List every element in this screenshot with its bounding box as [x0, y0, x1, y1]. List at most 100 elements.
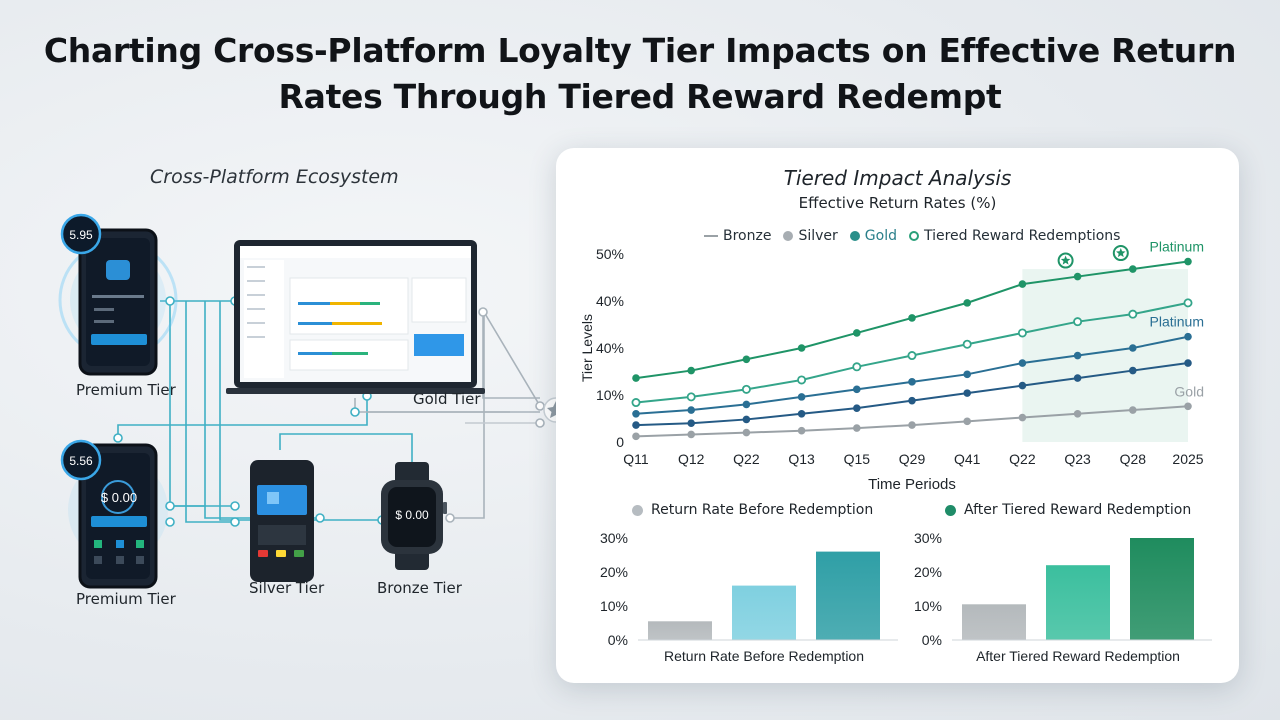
badge-phone-top: 5.95 [60, 213, 102, 255]
phone-balance: $ 0.00 [101, 490, 137, 505]
line-chart-title: Tiered Impact Analysis [783, 166, 1012, 190]
data-point [962, 339, 972, 349]
data-point [632, 374, 640, 382]
data-point [853, 424, 861, 432]
tier-label-premium-top: Premium Tier [76, 381, 176, 399]
data-point [687, 419, 695, 427]
ecosystem-text: 5.95 5.56 $ 0.00 $ 0.00 [60, 213, 429, 522]
bar [732, 585, 796, 640]
legend-marker [632, 504, 643, 516]
data-point [797, 410, 806, 418]
laptop-icon [226, 240, 485, 394]
x-tick-label: Q22 [1009, 451, 1036, 467]
legend-label: Bronze [723, 228, 772, 244]
bar [816, 551, 880, 640]
x-axis-label: After Tiered Reward Redemption [976, 648, 1180, 664]
x-tick-label: Q29 [899, 451, 926, 467]
x-axis-label: Time Periods [868, 476, 956, 493]
data-point [1129, 344, 1137, 352]
y-tick-label: 10% [914, 598, 942, 614]
data-point [853, 329, 861, 337]
bar-chart-after: 0% 10% 20% 30% After Tiered Reward Redemptio… [914, 530, 1212, 664]
bar-chart-before: 0% 10% 20% 30% Return Rate Before Redemption [600, 530, 898, 664]
data-point [797, 344, 806, 352]
legend-label: Gold [864, 228, 897, 244]
data-point [687, 430, 695, 439]
legend-label: Tiered Reward Redemptions [923, 228, 1121, 244]
x-tick-label: Q28 [1120, 451, 1147, 467]
y-tick-label: 0% [922, 632, 942, 648]
star-marker [1112, 245, 1129, 262]
tier-label-gold: Gold Tier [413, 390, 481, 408]
highlight-region [1022, 269, 1188, 442]
series-annotation: Platinum [1150, 239, 1204, 255]
legend-item-silver: Silver [783, 228, 838, 244]
ecosystem-diagram [58, 228, 560, 589]
bar [648, 621, 712, 640]
data-point [686, 392, 696, 402]
legend-label: Silver [798, 228, 838, 244]
smartphone-icon [68, 443, 168, 589]
data-point [632, 421, 640, 429]
badge-value: 5.95 [69, 228, 93, 242]
series-annotation: Platinum [1150, 314, 1204, 330]
legend-label: After Tiered Reward Redemption [964, 502, 1192, 518]
data-point [742, 415, 751, 424]
data-point [907, 351, 917, 361]
data-point [1018, 359, 1027, 367]
legend-marker [945, 504, 956, 516]
x-tick-label: Q13 [788, 451, 815, 467]
y-tick-label: 20% [914, 564, 942, 580]
tier-label-premium-bottom: Premium Tier [76, 590, 176, 608]
legend-label: Return Rate Before Redemption [651, 502, 874, 518]
tier-label-silver: Silver Tier [249, 579, 325, 597]
data-point [742, 400, 751, 409]
y-tick-label: 20% [600, 564, 628, 580]
data-point [1073, 410, 1082, 418]
y-tick-label: 30% [914, 530, 942, 546]
badge-phone-bottom: 5.56 [60, 439, 102, 481]
y-tick-label: 0 [616, 434, 624, 450]
data-point [687, 406, 695, 414]
data-point [963, 389, 971, 397]
data-point [908, 421, 916, 429]
legend-marker [908, 231, 919, 241]
series-annotation: Gold [1174, 383, 1204, 399]
y-axis-label: Tier Levels [579, 314, 595, 382]
star-icon [1060, 255, 1071, 265]
smartphone-icon [58, 228, 178, 376]
data-point [908, 314, 916, 322]
ecosystem-label: Cross-Platform Ecosystem [150, 166, 399, 188]
pos-terminal-icon [250, 460, 314, 582]
page-title: Charting Cross-Platform Loyalty Tier Imp… [43, 31, 1237, 116]
data-point [963, 370, 971, 379]
data-point [1018, 280, 1027, 288]
data-point [852, 362, 862, 372]
legend-marker [849, 231, 860, 241]
data-point [687, 366, 695, 375]
data-point [1129, 265, 1137, 273]
data-point [1128, 309, 1138, 319]
data-point [1184, 332, 1192, 341]
bar [962, 604, 1026, 640]
data-point [632, 410, 640, 418]
data-point [797, 426, 806, 435]
star-icon [1116, 248, 1126, 258]
data-point [1073, 351, 1082, 360]
x-tick-label: Q15 [844, 451, 871, 467]
y-tick-label: 0% [608, 632, 628, 648]
data-point [908, 378, 916, 386]
data-point [1018, 381, 1027, 390]
legend-item-redemptions: Tiered Reward Redemptions [908, 228, 1121, 244]
legend-marker [704, 235, 718, 237]
data-point [797, 375, 807, 385]
line-chart: 0 10% 40% 40% 50% Tier Levels Q11 Q12 Q22 Q13 Q15 Q… [579, 239, 1204, 493]
data-point [853, 404, 861, 412]
x-tick-label: Q12 [678, 451, 705, 467]
data-point [853, 385, 861, 394]
data-point [1073, 374, 1082, 382]
legend-item-bronze: Bronze [704, 228, 771, 244]
x-tick-label: Q22 [733, 451, 760, 467]
data-point [1073, 317, 1083, 327]
badge-value: 5.56 [69, 454, 93, 468]
